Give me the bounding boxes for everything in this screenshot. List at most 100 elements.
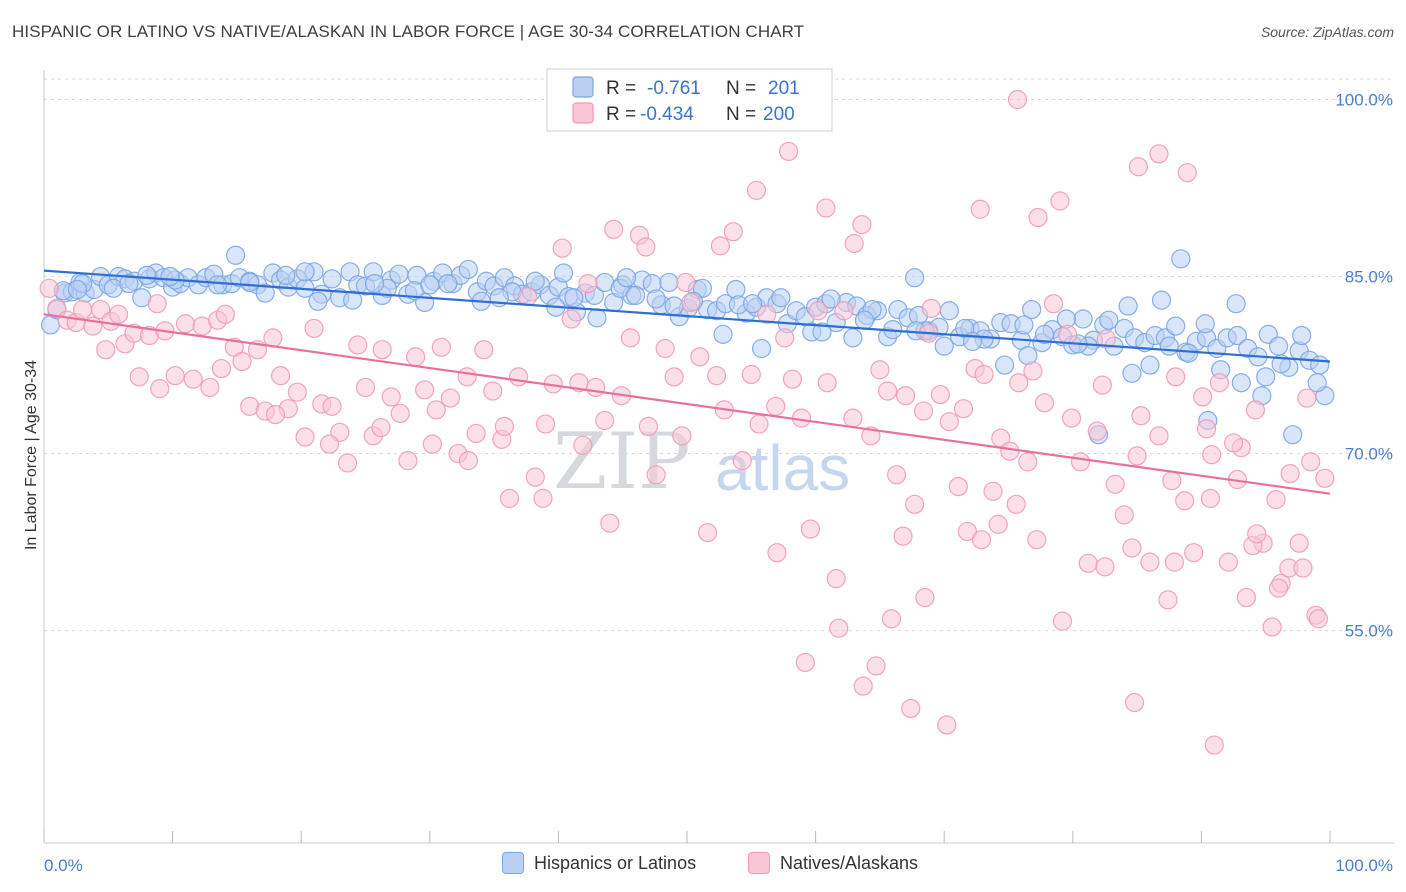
- hispanic-point: [1022, 299, 1042, 320]
- legend-r-value-blue: -0.761: [647, 78, 701, 99]
- native-point: [517, 286, 538, 307]
- native-point: [1202, 445, 1222, 465]
- hispanic-point: [692, 278, 713, 298]
- hispanic-point: [1283, 425, 1303, 445]
- legend-swatch-pink: [748, 852, 770, 874]
- native-point: [457, 367, 477, 387]
- native-point: [337, 453, 358, 473]
- native-point: [1009, 373, 1029, 393]
- native-point: [1196, 419, 1217, 439]
- native-point: [1007, 89, 1028, 110]
- hispanic-point: [255, 283, 275, 303]
- native-point: [108, 304, 129, 324]
- native-point: [893, 526, 913, 546]
- hispanic-point: [664, 296, 684, 316]
- native-point: [129, 367, 149, 387]
- native-point: [533, 488, 553, 508]
- native-point: [878, 381, 898, 401]
- native-point: [672, 426, 692, 446]
- native-point: [1204, 735, 1224, 755]
- hispanic-point: [821, 289, 841, 309]
- native-point: [1164, 552, 1184, 572]
- hispanic-point: [646, 289, 666, 309]
- native-point: [1027, 530, 1047, 550]
- native-point: [746, 180, 767, 200]
- hispanic-point: [1227, 325, 1248, 346]
- bottom-legend: Hispanics or Latinos Natives/Alaskans: [0, 852, 1406, 878]
- native-point: [974, 364, 994, 385]
- hispanic-point: [276, 265, 296, 285]
- native-point: [1184, 543, 1204, 563]
- legend-r-label: R =: [606, 78, 636, 99]
- hispanic-point: [160, 266, 180, 287]
- hispanic-point: [742, 294, 763, 314]
- hispanic-point: [137, 265, 157, 285]
- native-point: [72, 299, 93, 320]
- native-point: [620, 328, 641, 348]
- native-point: [896, 386, 916, 406]
- native-point: [795, 652, 815, 673]
- native-point: [1087, 421, 1107, 441]
- native-point: [1245, 400, 1266, 420]
- hispanic-point: [1014, 315, 1034, 335]
- native-point: [494, 416, 514, 437]
- native-point: [175, 314, 196, 334]
- native-point: [232, 351, 252, 372]
- hispanic-point: [119, 274, 139, 294]
- legend-swatch-pink: [572, 102, 594, 124]
- legend-item-hispanics: Hispanics or Latinos: [502, 852, 696, 874]
- native-point: [732, 451, 752, 471]
- native-point: [1122, 538, 1142, 558]
- native-point: [415, 380, 435, 400]
- native-point: [147, 294, 167, 314]
- native-point: [561, 309, 581, 329]
- native-point: [852, 215, 872, 235]
- axes: [43, 70, 1394, 844]
- native-point: [1315, 468, 1335, 488]
- y-tick-label: 85.0%: [1345, 268, 1393, 287]
- native-point: [406, 347, 426, 367]
- native-point: [1050, 191, 1070, 211]
- native-point: [348, 335, 368, 355]
- hispanic-point: [1310, 355, 1330, 375]
- native-point: [808, 301, 828, 321]
- native-point: [749, 414, 769, 434]
- native-point: [782, 369, 803, 389]
- native-point: [853, 676, 873, 696]
- native-point: [971, 530, 992, 550]
- hispanic-point: [564, 288, 584, 308]
- hispanic-point: [208, 275, 228, 295]
- hispanic-point: [812, 322, 832, 342]
- native-point: [866, 656, 886, 676]
- hispanic-point: [1195, 314, 1215, 334]
- hispanic-point: [322, 269, 342, 289]
- native-point: [431, 337, 451, 357]
- legend-frame: [546, 68, 833, 132]
- y-tick-label: 55.0%: [1345, 622, 1393, 641]
- native-point: [426, 400, 446, 420]
- native-point: [1223, 433, 1244, 453]
- native-point: [905, 494, 925, 514]
- native-point: [697, 523, 718, 543]
- native-point: [1280, 464, 1300, 484]
- native-point: [398, 451, 418, 471]
- native-point: [1018, 452, 1038, 472]
- native-point: [741, 364, 761, 385]
- native-point: [422, 434, 442, 454]
- native-point: [1247, 524, 1267, 544]
- native-point: [948, 476, 968, 497]
- hispanic-point: [343, 290, 363, 310]
- trend-line-hispanic: [43, 269, 1331, 363]
- native-point: [690, 347, 710, 367]
- native-point: [322, 396, 342, 416]
- native-point: [600, 513, 620, 533]
- native-point: [921, 298, 941, 318]
- native-point: [676, 272, 696, 293]
- trend-line-native: [43, 313, 1331, 495]
- y-tick-label: 70.0%: [1345, 445, 1393, 464]
- hispanic-point: [1268, 336, 1289, 356]
- hispanic-point: [553, 263, 574, 283]
- hispanic-point: [854, 310, 875, 330]
- native-point: [96, 340, 116, 360]
- native-point: [1177, 163, 1197, 183]
